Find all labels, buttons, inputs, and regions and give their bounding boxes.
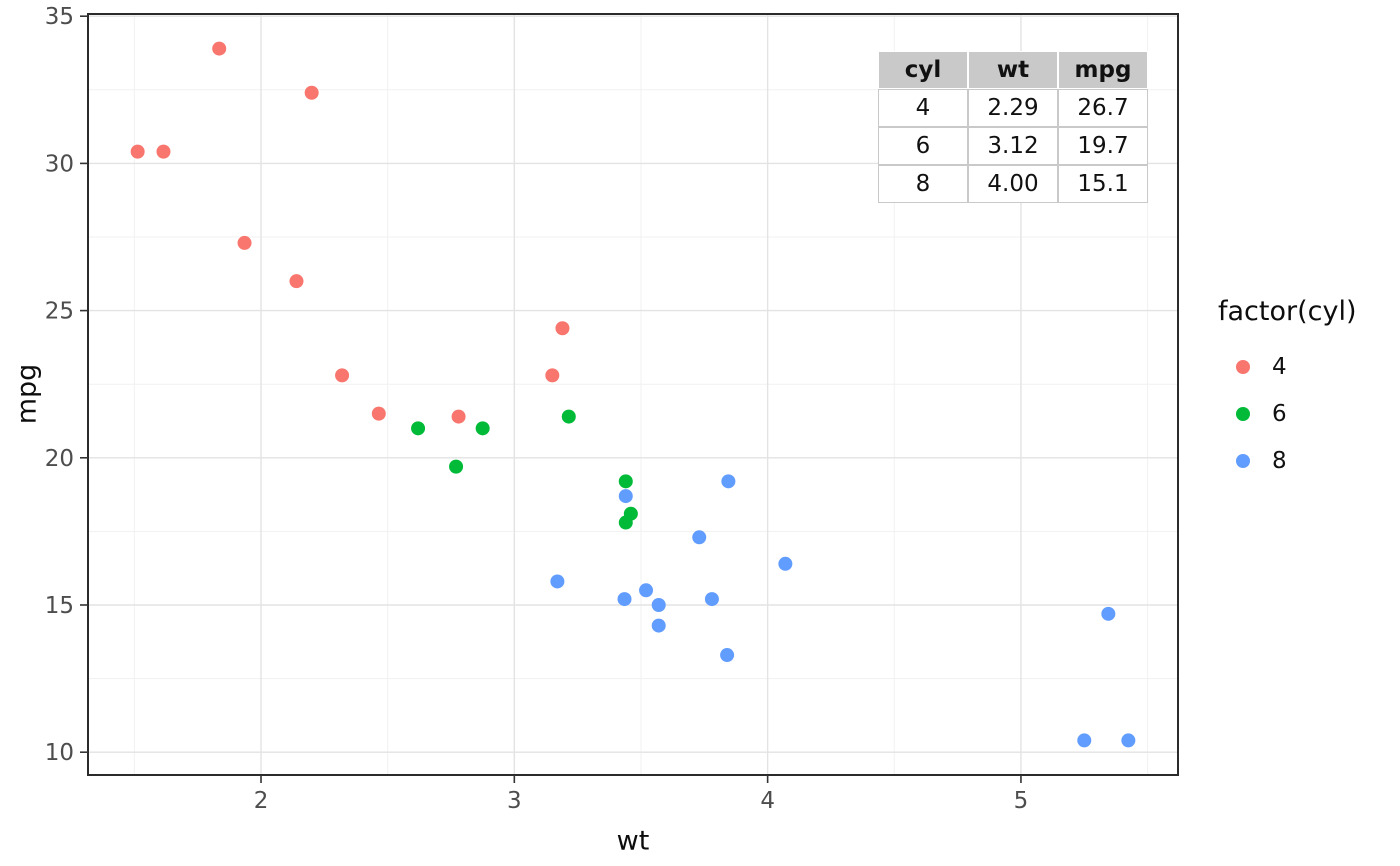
legend: factor(cyl) 4 6 8 [1214, 296, 1400, 484]
y-axis-tick-label: 15 [45, 593, 74, 619]
legend-item-cyl6: 6 [1214, 390, 1400, 437]
x-axis-tick-label: 5 [1014, 788, 1029, 814]
data-point [778, 556, 793, 571]
data-point [555, 321, 570, 336]
y-axis-tick-label: 25 [45, 299, 74, 325]
data-point [289, 274, 304, 289]
panel-border [87, 13, 1179, 776]
data-point [651, 618, 666, 633]
x-axis-tick-label: 2 [254, 788, 269, 814]
data-point [692, 530, 707, 545]
data-point [304, 85, 319, 100]
data-point [704, 592, 719, 607]
legend-swatch-cyl8-icon [1236, 453, 1250, 468]
table-cell: 2.29 [968, 89, 1058, 127]
data-point [545, 368, 560, 383]
legend-item-cyl4: 4 [1214, 343, 1400, 390]
data-point [720, 648, 735, 663]
data-point [617, 592, 632, 607]
legend-item-label: 8 [1272, 447, 1287, 474]
legend-item-label: 6 [1272, 400, 1287, 427]
x-axis-tick-label: 4 [760, 788, 775, 814]
y-axis-tick-label: 30 [45, 151, 74, 177]
summary-table: cyl wt mpg 4 2.29 26.7 6 3.12 19.7 8 [878, 51, 1148, 203]
legend-item-label: 4 [1272, 353, 1287, 380]
data-point [550, 574, 565, 589]
table-row: 4 2.29 26.7 [878, 89, 1148, 127]
data-point [651, 597, 666, 612]
y-axis-tick-label: 20 [45, 446, 74, 472]
table-cell: 15.1 [1058, 165, 1148, 203]
y-axis-tick-label: 35 [45, 4, 74, 30]
data-point [130, 144, 145, 159]
data-point [449, 459, 464, 474]
legend-item-cyl8: 8 [1214, 437, 1400, 484]
data-point [1121, 733, 1136, 748]
data-point [561, 409, 576, 424]
table-header-row: cyl wt mpg [878, 51, 1148, 89]
data-point [1101, 606, 1116, 621]
y-axis-tick-label: 10 [45, 740, 74, 766]
data-point [451, 409, 466, 424]
data-point [371, 406, 386, 421]
table-row: 8 4.00 15.1 [878, 165, 1148, 203]
y-axis-title: mpg [11, 363, 43, 425]
legend-swatch-cyl4-icon [1236, 359, 1250, 374]
table-header-mpg: mpg [1058, 51, 1148, 89]
table-header-wt: wt [968, 51, 1058, 89]
legend-swatch-cyl6-icon [1236, 406, 1250, 421]
legend-title: factor(cyl) [1218, 296, 1357, 327]
x-axis-tick-label: 3 [507, 788, 522, 814]
data-point [335, 368, 350, 383]
data-point [618, 474, 633, 489]
table-row: 6 3.12 19.7 [878, 127, 1148, 165]
data-point [212, 41, 227, 56]
plot-panel: 2 3 4 5 10 15 20 25 30 35 [45, 4, 1179, 814]
data-point [721, 474, 736, 489]
table-cell: 3.12 [968, 127, 1058, 165]
data-point [618, 489, 633, 504]
x-axis-title: wt [616, 825, 650, 857]
data-point [618, 515, 633, 530]
table-header-cyl: cyl [878, 51, 968, 89]
table-cell: 4 [878, 89, 968, 127]
table-cell: 6 [878, 127, 968, 165]
data-point [639, 583, 654, 598]
data-point [1077, 733, 1092, 748]
data-point [475, 421, 490, 436]
table-cell: 26.7 [1058, 89, 1148, 127]
table-cell: 8 [878, 165, 968, 203]
data-point [411, 421, 426, 436]
table-cell: 19.7 [1058, 127, 1148, 165]
data-point [237, 235, 252, 250]
table-cell: 4.00 [968, 165, 1058, 203]
data-point [156, 144, 171, 159]
inset-summary-table: cyl wt mpg 4 2.29 26.7 6 3.12 19.7 8 [878, 51, 1148, 203]
